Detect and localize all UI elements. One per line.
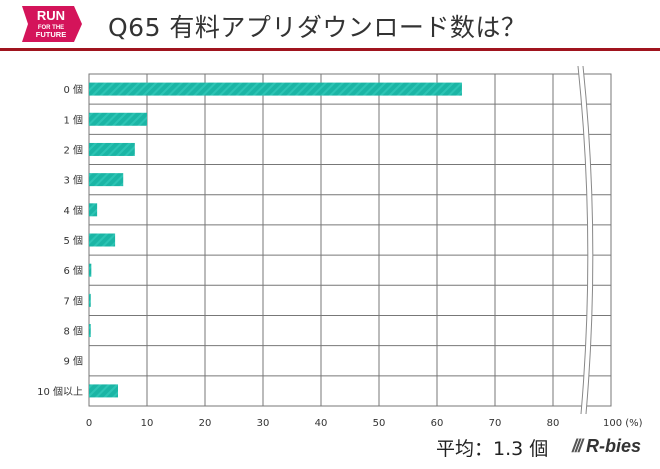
x-tick-label: 80 (547, 418, 560, 429)
category-label: 9 個 (63, 355, 83, 368)
bar (89, 324, 91, 338)
x-tick-label: 20 (199, 418, 212, 429)
x-tick-label: 50 (373, 418, 386, 429)
category-label: 8 個 (63, 325, 83, 338)
rbies-logo: /// R-bies (572, 436, 641, 457)
bar (89, 263, 92, 277)
brand-stripes-icon: /// (572, 436, 583, 456)
plot-frame (88, 73, 612, 407)
category-label: 6 個 (63, 264, 83, 277)
svg-text:RUN: RUN (37, 8, 65, 23)
x-tick-label: 70 (489, 418, 502, 429)
axis-break-line (582, 65, 594, 415)
x-tick-label: 0 (86, 418, 92, 429)
category-label: 10 個以上 (37, 385, 83, 398)
category-label: 4 個 (63, 204, 83, 217)
title-divider (0, 48, 660, 51)
bar (89, 142, 135, 156)
svg-text:FUTURE: FUTURE (36, 30, 66, 39)
average-label: 平均：1.3 個 (436, 438, 549, 460)
x-tick-label: 30 (257, 418, 270, 429)
category-label: 0 個 (63, 83, 83, 96)
category-label: 7 個 (63, 294, 83, 307)
bar (89, 112, 147, 126)
category-label: 3 個 (63, 174, 83, 187)
bar (89, 384, 118, 398)
x-tick-label: 60 (431, 418, 444, 429)
bar (89, 82, 462, 96)
bar (89, 233, 116, 247)
bar (89, 293, 91, 307)
axis-break-mask (578, 66, 593, 414)
category-label: 1 個 (63, 113, 83, 126)
svg-text:FOR THE: FOR THE (38, 25, 64, 31)
bar (89, 203, 98, 217)
x-tick-label: 10 (141, 418, 154, 429)
run-for-the-future-logo: RUN FOR THE FUTURE (22, 6, 82, 42)
page-title: Q65 有料アプリダウンロード数は？ (108, 13, 527, 42)
x-tick-label: 40 (315, 418, 328, 429)
category-label: 5 個 (63, 234, 83, 247)
axis-break-line (577, 65, 589, 415)
bar (89, 173, 124, 187)
x-tick-label: 100 (%) (603, 418, 643, 429)
brand-text: R-bies (586, 436, 642, 456)
category-label: 2 個 (63, 143, 83, 156)
